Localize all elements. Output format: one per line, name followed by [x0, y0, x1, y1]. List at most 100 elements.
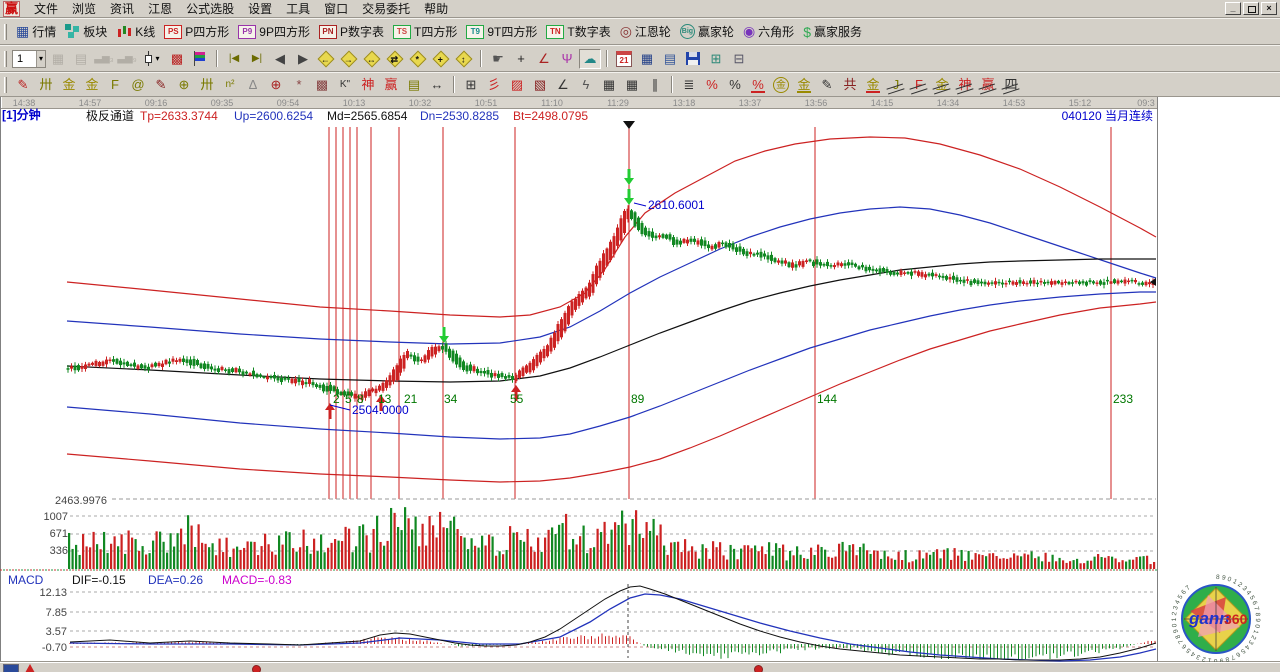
pan-left-button[interactable]: ← [315, 49, 337, 69]
first-page-button[interactable]: |◀ [228, 52, 240, 64]
close-button[interactable]: × [1261, 2, 1277, 15]
draw-flag-icon[interactable] [189, 49, 211, 69]
ai-brain-tool[interactable]: ☁ [579, 48, 601, 69]
toolbar-grip[interactable] [4, 76, 7, 93]
last-page-button[interactable]: ▶| [251, 52, 263, 64]
delivery-tool[interactable]: ⊟ [733, 51, 745, 66]
status-monitor-icon[interactable] [3, 664, 19, 672]
n-square-tool[interactable]: n² [225, 78, 235, 90]
gold-grid-tool[interactable]: 金 [62, 77, 76, 92]
f-grid-tool[interactable]: F [111, 77, 119, 92]
cross-price-tool[interactable]: 共 [843, 77, 857, 92]
p-number-button[interactable]: PN P数字表 [315, 22, 388, 41]
fan-square-tool[interactable]: ▨ [510, 77, 524, 92]
grid-arrow-tool[interactable]: ▦ [625, 77, 639, 92]
four-angle-tool[interactable]: 四 [1000, 75, 1022, 95]
pan-hand-tool[interactable]: ☛ [492, 51, 504, 66]
candle-style-combo[interactable]: ▾ [139, 49, 165, 69]
p-square-button[interactable]: PS P四方形 [160, 22, 233, 41]
zigzag-tool[interactable]: ϟ [582, 77, 590, 92]
shen-angle-tool[interactable]: 神 [954, 75, 976, 95]
psy-tool[interactable]: Ψ [561, 51, 573, 66]
hexagon-button[interactable]: ◉ 六角形 [739, 22, 798, 41]
sectors-button[interactable]: 板块 [61, 22, 111, 41]
percent-line-tool[interactable]: % [706, 77, 718, 92]
percent-zone-tool[interactable]: % [747, 75, 769, 95]
circle-arrow-tool[interactable]: ⊕ [178, 77, 190, 92]
percent-tool[interactable]: % [729, 77, 741, 92]
compress-all-button[interactable]: * [407, 49, 429, 69]
angle-lines-tool[interactable]: ∠ [557, 77, 569, 92]
gold-circle-tool[interactable]: 金 [770, 75, 792, 95]
notes-tool[interactable]: ▤ [663, 51, 677, 66]
pattern-tool-icon[interactable]: ▩ [170, 51, 184, 66]
kline-button[interactable]: K线 [112, 22, 159, 41]
abacus-tool[interactable]: ▤ [407, 77, 421, 92]
menu-news[interactable]: 资讯 [110, 2, 135, 16]
dense-grid-tool[interactable]: ▦ [602, 77, 616, 92]
gann-wheel-button[interactable]: ◎ 江恩轮 [616, 22, 675, 41]
chart-canvas[interactable]: 14:38 14:57 09:16 09:35 09:54 10:13 10:32 10:51… [0, 97, 1280, 664]
menu-trade[interactable]: 交易委托 [362, 2, 411, 16]
toolbar-grip[interactable] [4, 50, 7, 67]
network-tool[interactable]: ⊞ [710, 51, 722, 66]
restore-button[interactable] [1243, 2, 1259, 15]
period-combo[interactable]: 1 ▾ [12, 49, 46, 68]
h-range-tool[interactable]: ↔ [430, 77, 444, 92]
menu-help[interactable]: 帮助 [424, 2, 449, 16]
winner-wheel-button[interactable]: Big 赢家轮 [676, 22, 738, 41]
gann-grid-tool[interactable]: 卅 [39, 77, 53, 92]
ying-angle-tool[interactable]: 赢 [977, 75, 999, 95]
minimize-button[interactable]: _ [1225, 2, 1241, 15]
ink-pen-tool[interactable]: ✎ [155, 77, 167, 92]
calendar-tool[interactable]: 21 [613, 49, 635, 69]
hash-grid-tool[interactable]: 卅 [200, 77, 214, 92]
f-angle-tool[interactable]: F [908, 75, 930, 95]
menu-window[interactable]: 窗口 [324, 2, 349, 16]
ying-tool[interactable]: 赢 [384, 77, 398, 92]
menu-browse[interactable]: 浏览 [72, 2, 97, 16]
menu-tools[interactable]: 工具 [286, 2, 311, 16]
calculator-tool[interactable]: ▦ [640, 51, 654, 66]
menu-gann[interactable]: 江恩 [148, 2, 173, 16]
winner-service-button[interactable]: $ 赢家服务 [799, 22, 866, 41]
next-bar-button[interactable]: ▶ [298, 51, 308, 66]
pan-right-button[interactable]: → [338, 49, 360, 69]
parallel-lines-tool[interactable]: ∥ [651, 77, 659, 92]
t-number-button[interactable]: TN T数字表 [542, 22, 614, 41]
price-ruler-tool[interactable]: ≣ [683, 77, 695, 92]
gold-levels-tool[interactable]: 金 [793, 75, 815, 95]
star-web-tool[interactable]: * [296, 77, 302, 92]
expand-all-button[interactable]: + [430, 49, 452, 69]
gold-redline-tool[interactable]: 金 [862, 75, 884, 95]
brush-tool[interactable]: ✎ [17, 77, 29, 92]
menu-file[interactable]: 文件 [34, 2, 59, 16]
mirror-angle-tool[interactable]: ∆ [249, 77, 257, 92]
crosshair-tool[interactable]: + [517, 51, 525, 66]
pattern-square-tool[interactable]: ▧ [533, 77, 547, 92]
save-button[interactable] [682, 49, 704, 69]
p9-square-button[interactable]: P9 9P四方形 [234, 22, 314, 41]
compress-h-button[interactable]: ⇄ [384, 49, 406, 69]
k-mark-tool[interactable]: K" [339, 78, 351, 90]
gold-angle-tool[interactable]: 金 [931, 75, 953, 95]
menu-settings[interactable]: 设置 [248, 2, 273, 16]
pen-count-tool[interactable]: ✎ [821, 77, 833, 92]
menu-formula-stockpick[interactable]: 公式选股 [186, 2, 235, 16]
expand-h-button[interactable]: ↔ [361, 49, 383, 69]
j-angle-tool[interactable]: J [885, 75, 907, 95]
square-frame-tool[interactable]: ⊞ [465, 77, 477, 92]
shen-tool[interactable]: 神 [361, 77, 375, 92]
prev-bar-button[interactable]: ◀ [275, 51, 285, 66]
t9-square-button[interactable]: T9 9T四方形 [462, 22, 541, 41]
fan-rays-tool[interactable]: 彡 [487, 77, 501, 92]
angle-measure-tool[interactable]: ∠ [538, 51, 550, 66]
toolbar-grip[interactable] [4, 23, 7, 40]
spiral-tool[interactable]: @ [131, 77, 145, 92]
reset-view-button[interactable]: ↕ [453, 49, 475, 69]
quotes-button[interactable]: ▦ 行情 [12, 22, 60, 41]
spider-web-tool[interactable]: ▩ [315, 77, 329, 92]
target-circle-tool[interactable]: ⊕ [270, 77, 282, 92]
gold-grid2-tool[interactable]: 金 [85, 77, 99, 92]
t-square-button[interactable]: TS T四方形 [389, 22, 461, 41]
